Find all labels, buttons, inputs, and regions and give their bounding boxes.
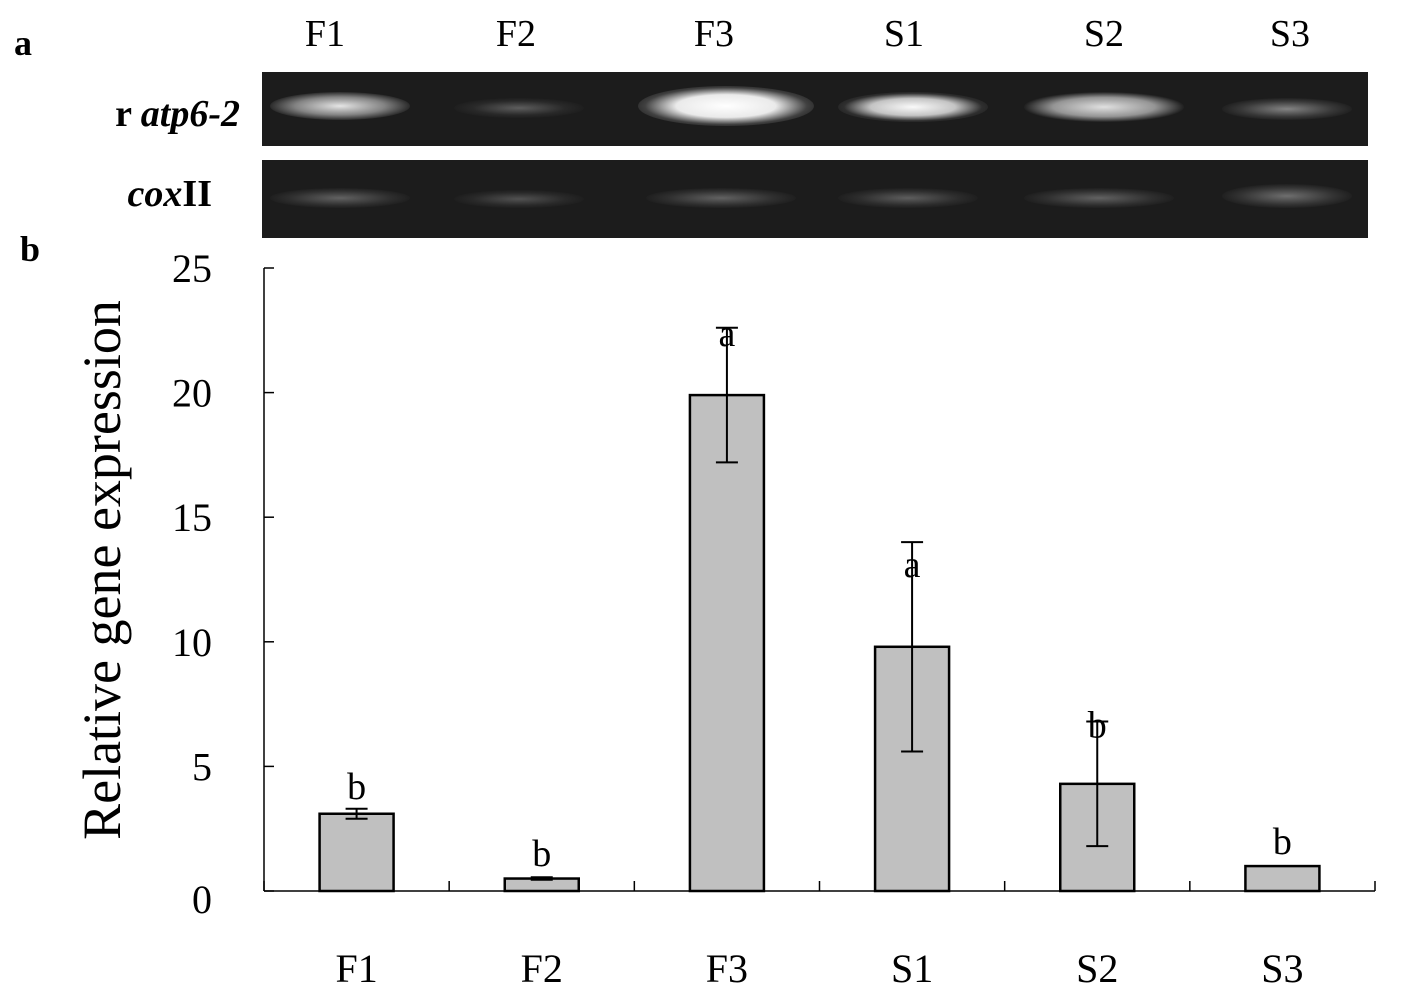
- lane-label-f3: F3: [693, 13, 735, 55]
- x-tick-label: S3: [1261, 946, 1303, 991]
- gel-strip-atp6-2: [262, 72, 1368, 146]
- panel-b-label: b: [20, 229, 41, 269]
- significance-label: b: [1088, 705, 1107, 747]
- lane-label-s2: S2: [1083, 13, 1125, 55]
- gene-prefix: r: [115, 93, 141, 135]
- gel-band: [270, 92, 410, 120]
- significance-label: b: [1273, 821, 1292, 863]
- lane-label-f1: F1: [304, 13, 346, 55]
- x-tick-label: S2: [1076, 946, 1118, 991]
- gel-strip-coxii: [262, 160, 1368, 238]
- gene-suffix: II: [182, 173, 212, 215]
- gel-band: [1222, 98, 1352, 120]
- gel-band: [838, 92, 988, 122]
- y-tick-label: 0: [192, 877, 212, 922]
- significance-label: a: [904, 544, 921, 586]
- gene-label-coxii: coxII: [0, 172, 212, 216]
- x-tick-label: F2: [521, 946, 563, 991]
- significance-label: b: [532, 833, 551, 875]
- gel-band: [270, 188, 410, 208]
- gel-band: [1024, 188, 1174, 208]
- chart-labels: 0 5 10 15 20 25 b F1 b F2 a F3 a S1 b S2 b S3: [172, 246, 1304, 991]
- gel-band: [1222, 184, 1352, 208]
- gene-name-cox: cox: [127, 173, 183, 215]
- gel-band: [638, 86, 814, 126]
- gel-band: [1024, 92, 1184, 122]
- x-tick-label: F1: [335, 946, 377, 991]
- y-tick-label: 5: [192, 744, 212, 789]
- y-tick-label: 20: [172, 371, 212, 416]
- gel-band: [454, 190, 584, 208]
- gene-name-atp6-2: atp6-2: [140, 93, 240, 135]
- lane-label-f2: F2: [495, 13, 537, 55]
- bar-f1: [318, 812, 395, 893]
- chart-bars: [318, 326, 1321, 893]
- y-tick-label: 25: [172, 246, 212, 291]
- significance-label: b: [347, 766, 366, 808]
- x-tick-label: F3: [706, 946, 748, 991]
- panel-a-label: a: [14, 23, 32, 63]
- y-tick-label: 15: [172, 495, 212, 540]
- x-tick-label: S1: [891, 946, 933, 991]
- gel-band: [646, 188, 796, 208]
- gel-band: [454, 98, 584, 118]
- y-axis-label: Relative gene expression: [72, 300, 132, 840]
- chart-axes: [263, 267, 1376, 892]
- lane-label-s1: S1: [883, 13, 925, 55]
- bar-f3: [688, 393, 766, 893]
- gene-label-atp6-2: r atp6-2: [0, 92, 240, 136]
- gel-band: [838, 188, 978, 208]
- significance-label: a: [718, 313, 735, 355]
- lane-label-s3: S3: [1269, 13, 1311, 55]
- y-tick-label: 10: [172, 620, 212, 665]
- bar-s3: [1244, 864, 1321, 893]
